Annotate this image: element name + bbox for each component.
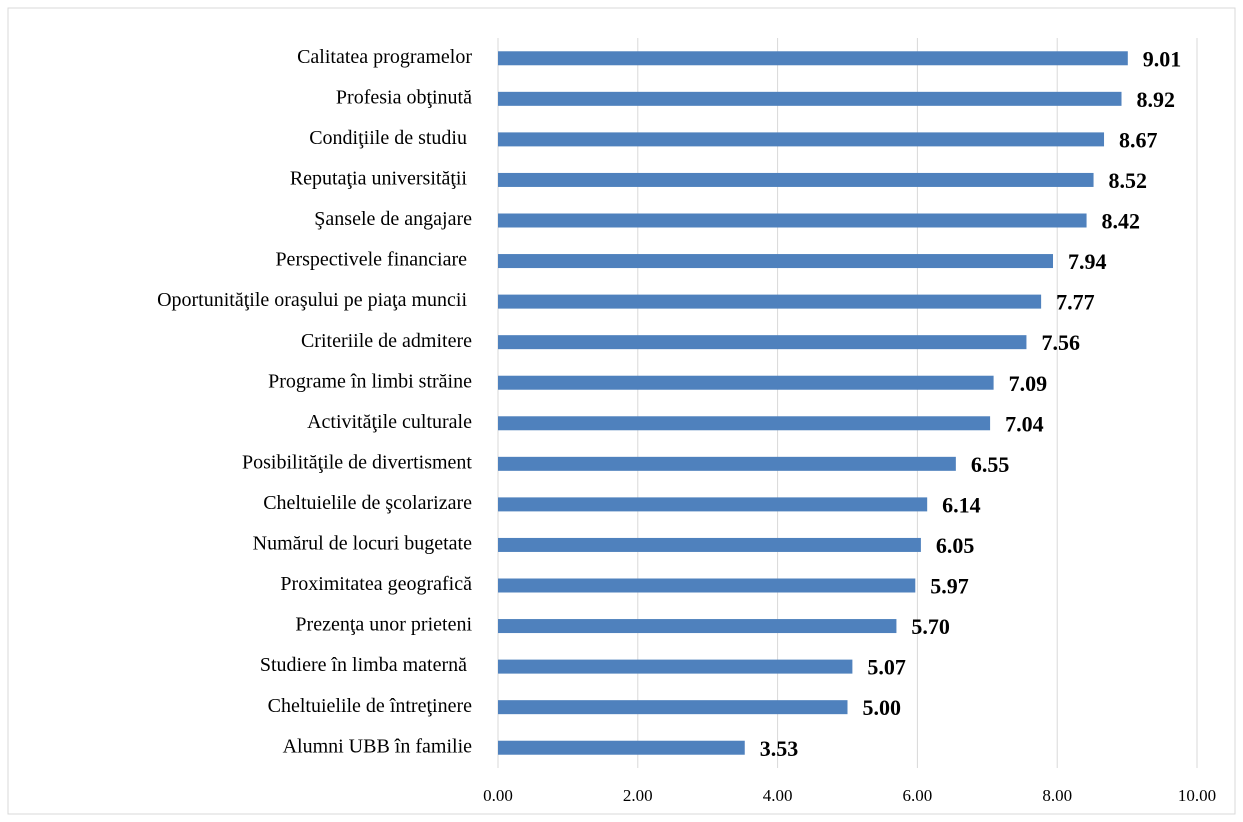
y-tick-label: Cheltuielile de şcolarizare — [263, 492, 472, 514]
bar — [498, 700, 848, 715]
value-label: 6.05 — [936, 533, 975, 558]
x-tick-label: 2.00 — [623, 786, 653, 805]
value-label: 3.53 — [760, 736, 799, 761]
bar — [498, 416, 991, 431]
value-label: 7.04 — [1005, 411, 1043, 436]
y-tick-label: Prezenţa unor prieteni — [295, 614, 472, 636]
y-tick-label: Calitatea programelor — [297, 46, 472, 68]
value-label: 7.94 — [1068, 249, 1107, 274]
value-label: 8.92 — [1137, 87, 1176, 112]
y-tick-label: Profesia obţinută — [336, 86, 472, 108]
bar — [498, 254, 1054, 269]
value-label: 5.70 — [911, 614, 950, 639]
bar — [498, 172, 1094, 187]
bar — [498, 497, 928, 512]
bar — [498, 537, 921, 552]
y-tick-label: Reputaţia universităţii — [290, 168, 472, 190]
y-tick-label: Numărul de locuri bugetate — [253, 533, 472, 555]
value-label: 5.97 — [930, 574, 969, 599]
y-tick-label: Alumni UBB în familie — [283, 735, 473, 757]
x-tick-label: 8.00 — [1042, 786, 1072, 805]
x-tick-label: 6.00 — [903, 786, 933, 805]
y-tick-label: Oportunităţile oraşului pe piaţa muncii — [157, 289, 472, 311]
y-tick-label: Condiţiile de studiu — [309, 127, 472, 149]
x-tick-label: 10.00 — [1178, 786, 1216, 805]
y-tick-label: Posibilităţile de divertisment — [242, 451, 472, 473]
y-tick-label: Cheltuielile de întreţinere — [268, 695, 472, 717]
bar — [498, 91, 1122, 106]
bar — [498, 619, 897, 634]
value-label: 8.42 — [1102, 209, 1141, 234]
value-label: 6.55 — [971, 452, 1010, 477]
y-tick-label: Perspectivele financiare — [275, 249, 472, 271]
bar — [498, 294, 1042, 309]
bar — [498, 375, 994, 390]
value-label: 8.52 — [1109, 168, 1148, 193]
bar — [498, 740, 745, 755]
y-tick-label: Programe în limbi străine — [268, 370, 472, 392]
x-tick-label: 4.00 — [763, 786, 793, 805]
bar — [498, 51, 1128, 66]
value-label: 7.09 — [1009, 371, 1048, 396]
value-label: 5.07 — [867, 655, 906, 680]
bar — [498, 213, 1087, 228]
y-tick-label: Proximitatea geografică — [280, 573, 472, 595]
bar — [498, 578, 916, 593]
value-label: 5.00 — [863, 695, 902, 720]
value-label: 9.01 — [1143, 46, 1182, 71]
bar — [498, 659, 853, 674]
value-label: 8.67 — [1119, 127, 1158, 152]
y-tick-label: Studiere în limba maternă — [260, 654, 472, 676]
bar — [498, 132, 1105, 147]
value-label: 7.77 — [1056, 290, 1095, 315]
chart-border — [7, 7, 1236, 815]
y-tick-label: Şansele de angajare — [314, 208, 472, 230]
value-label: 6.14 — [942, 492, 981, 517]
bar — [498, 456, 956, 471]
bar — [498, 335, 1027, 350]
x-tick-label: 0.00 — [483, 786, 513, 805]
y-tick-label: Criteriile de admitere — [301, 330, 472, 352]
value-label: 7.56 — [1041, 330, 1080, 355]
y-tick-label: Activităţile culturale — [307, 411, 472, 433]
